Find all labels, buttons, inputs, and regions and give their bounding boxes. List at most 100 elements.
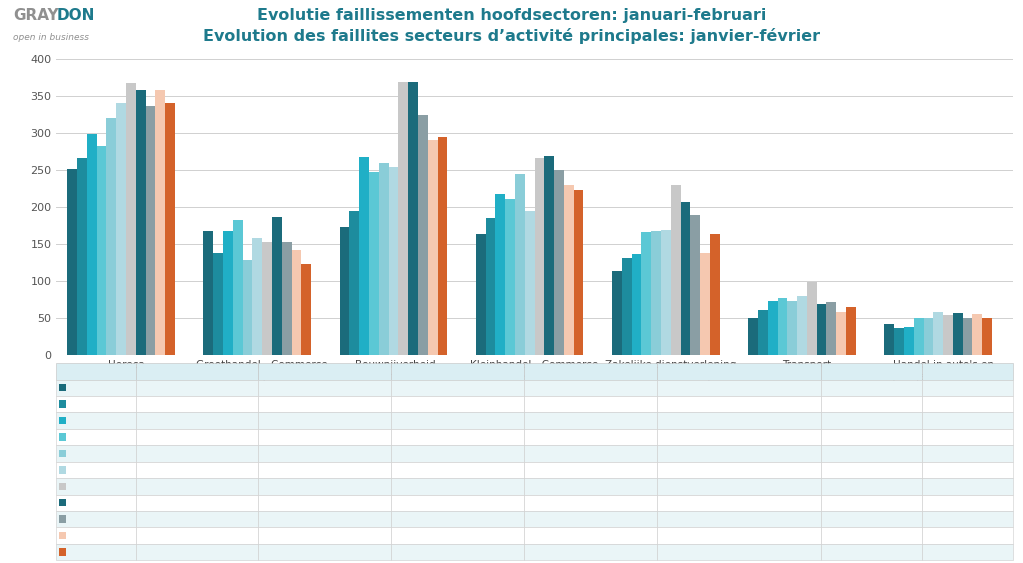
Text: 298: 298 — [188, 415, 207, 426]
Bar — [973, 314, 982, 355]
Bar — [894, 328, 904, 355]
Text: 358: 358 — [188, 530, 207, 540]
Text: 340: 340 — [188, 465, 207, 475]
Bar — [398, 82, 408, 355]
Text: 207: 207 — [729, 498, 749, 508]
Text: 229: 229 — [729, 481, 749, 491]
Bar — [680, 202, 691, 355]
Bar — [777, 298, 788, 355]
Text: 2012: 2012 — [99, 465, 124, 475]
Bar — [933, 312, 943, 355]
Text: 182: 182 — [315, 432, 333, 442]
Text: 168: 168 — [730, 449, 748, 458]
Bar — [117, 104, 126, 355]
Bar — [612, 271, 622, 355]
Bar — [748, 319, 758, 355]
Text: 245: 245 — [581, 449, 599, 458]
Text: 185: 185 — [581, 399, 599, 409]
Bar — [544, 156, 554, 355]
Text: 325: 325 — [448, 514, 466, 524]
Text: 137: 137 — [315, 399, 333, 409]
Text: 2011: 2011 — [99, 449, 124, 458]
Bar — [631, 254, 641, 355]
Bar — [281, 242, 292, 355]
Text: 217: 217 — [581, 415, 599, 426]
Text: 168: 168 — [315, 383, 333, 393]
Bar — [797, 296, 807, 355]
Bar — [233, 220, 242, 355]
Bar — [836, 312, 846, 355]
Text: 189: 189 — [730, 514, 748, 524]
Bar — [554, 170, 564, 355]
Text: 168: 168 — [315, 415, 333, 426]
Text: Evolution des faillites secteurs d’activité principales: janvier-février: Evolution des faillites secteurs d’activ… — [203, 28, 820, 44]
Text: 2009: 2009 — [99, 415, 124, 426]
Bar — [369, 172, 379, 355]
Text: 259: 259 — [448, 449, 466, 458]
Bar — [340, 227, 349, 355]
Bar — [145, 106, 155, 355]
Bar — [758, 310, 767, 355]
Text: 58: 58 — [865, 530, 878, 540]
Bar — [68, 169, 77, 355]
Bar — [242, 260, 253, 355]
Text: 251: 251 — [188, 383, 207, 393]
Bar — [379, 163, 389, 355]
Bar — [952, 313, 963, 355]
Text: 131: 131 — [730, 399, 748, 409]
Bar — [622, 258, 631, 355]
Text: 223: 223 — [581, 547, 599, 557]
Text: 268: 268 — [448, 415, 466, 426]
Text: 164: 164 — [581, 383, 599, 393]
Text: 369: 369 — [448, 498, 466, 508]
Text: 2017: 2017 — [99, 547, 124, 557]
Bar — [767, 301, 777, 355]
Text: 58: 58 — [962, 465, 974, 475]
Text: 113: 113 — [730, 383, 748, 393]
Bar — [816, 303, 827, 355]
Bar — [914, 319, 924, 355]
Text: 369: 369 — [448, 481, 466, 491]
Text: 60: 60 — [865, 399, 878, 409]
Bar — [700, 253, 710, 355]
Bar — [535, 158, 544, 355]
Bar — [846, 307, 856, 355]
Text: 187: 187 — [315, 498, 333, 508]
Text: 153: 153 — [315, 514, 333, 524]
Text: 49: 49 — [962, 547, 974, 557]
Bar — [389, 167, 398, 355]
Bar — [272, 217, 281, 355]
Text: 54: 54 — [962, 481, 974, 491]
Bar — [428, 140, 438, 355]
Text: 291: 291 — [448, 530, 466, 540]
Bar — [408, 82, 418, 355]
Bar — [292, 251, 302, 355]
Text: 2016: 2016 — [99, 530, 124, 540]
Bar — [106, 118, 117, 355]
Text: 2013: 2013 — [99, 481, 124, 491]
Bar — [671, 185, 680, 355]
Bar — [204, 231, 213, 355]
Text: 2010: 2010 — [99, 432, 124, 442]
Text: 77: 77 — [865, 432, 878, 442]
Text: 73: 73 — [865, 449, 878, 458]
Text: 36: 36 — [962, 399, 974, 409]
Text: 65: 65 — [865, 547, 878, 557]
Text: 368: 368 — [188, 481, 207, 491]
Text: open in business: open in business — [13, 33, 89, 42]
Bar — [963, 318, 973, 355]
Bar — [96, 146, 106, 355]
Bar — [302, 264, 311, 355]
Text: 71: 71 — [865, 514, 878, 524]
Text: 166: 166 — [730, 432, 748, 442]
Bar — [213, 253, 223, 355]
Bar — [943, 315, 952, 355]
Text: 158: 158 — [315, 465, 333, 475]
Text: 2007: 2007 — [99, 383, 124, 393]
Bar — [495, 194, 505, 355]
Text: 42: 42 — [962, 383, 974, 393]
Text: 266: 266 — [581, 481, 599, 491]
Text: 194: 194 — [448, 399, 466, 409]
Bar — [661, 230, 671, 355]
Text: 341: 341 — [188, 547, 207, 557]
